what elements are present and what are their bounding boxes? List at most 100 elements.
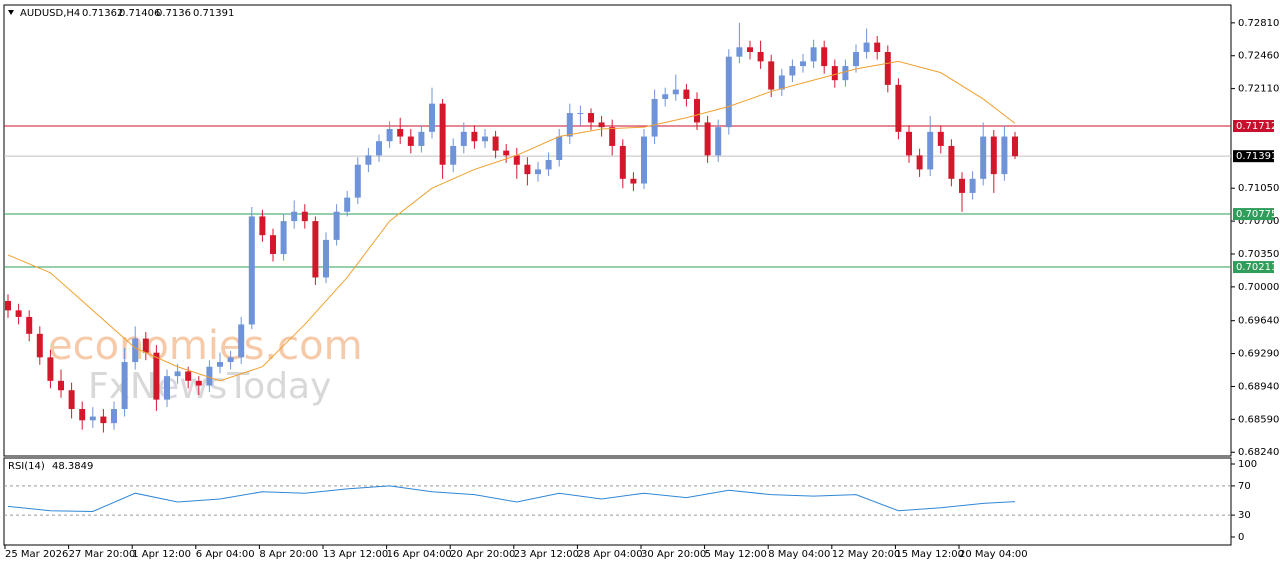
candle-body [831,66,838,81]
candle-body [195,380,202,386]
x-tick-label: 25 Mar 2026 [5,549,68,560]
x-tick-label: 8 May 04:00 [768,549,830,560]
candle-body [768,61,775,90]
candle-body [174,371,181,377]
candle-body [884,51,891,85]
candle-body [672,89,679,95]
candle-body [778,75,785,90]
menu-arrow[interactable] [8,10,14,15]
level-label: 0.71712 [1236,121,1277,132]
candle-body [471,131,478,142]
candle-body [301,211,308,222]
candle-body [641,136,647,184]
candle-body [609,127,616,146]
x-tick-label: 23 Apr 12:00 [514,549,579,560]
candle-body [5,300,11,311]
candle-body [429,103,435,132]
candle-body [937,131,944,146]
x-tick-label: 8 Apr 20:00 [259,549,318,560]
moving-average [7,60,1016,382]
candle-body [365,155,372,165]
candle-body [683,89,690,99]
y-tick-label: 0.68940 [1238,381,1279,392]
candle-body [853,51,859,67]
candle-body [503,150,510,156]
candle-body [874,42,881,52]
candle-body [800,61,806,67]
symbol: AUDUSD,H4 [20,8,80,19]
rsi-tick-label: 0 [1238,532,1244,543]
candle-body [142,338,149,353]
x-tick-label: 12 May 20:00 [832,549,901,560]
main-frame [3,4,1232,457]
y-tick-label: 0.69640 [1238,316,1279,327]
candle-body [757,51,764,62]
candle-body [26,316,33,334]
candle-body [397,129,404,137]
x-tick-label: 20 Apr 20:00 [450,549,515,560]
candle-body [863,42,870,52]
candle-body [354,164,361,198]
header-open: 0.71362 [82,8,123,19]
candle-body [492,136,499,151]
candle-body [577,113,584,115]
x-tick-label: 20 May 04:00 [959,549,1028,560]
candle-body [386,129,393,142]
candle-body [630,178,637,184]
candle-body [598,122,605,128]
candle-body [948,145,955,179]
candle-body [227,357,234,363]
candle-body [185,371,192,381]
candle-body [715,127,722,156]
candle-body [906,131,912,156]
level-label: 0.70211 [1236,262,1277,273]
candle-body [789,66,796,76]
candle-body [153,352,160,400]
y-tick-label: 0.68590 [1238,414,1279,425]
y-tick-label: 0.70700 [1238,216,1279,227]
y-tick-label: 0.72460 [1238,51,1279,62]
candle-body [694,98,700,123]
x-tick-label: 16 Apr 04:00 [387,549,452,560]
rsi-tick-label: 70 [1238,481,1251,492]
x-tick-label: 30 Apr 20:00 [641,549,706,560]
x-tick-label: 13 Apr 12:00 [323,549,388,560]
candle-body [217,362,223,367]
y-tick-label: 0.72110 [1238,84,1279,95]
candle-body [1001,136,1008,175]
candle-body [747,47,753,52]
candle-body [556,136,563,161]
candle-body [439,103,446,165]
candle-body [959,178,965,193]
candle-body [1012,136,1018,157]
candle-body [100,416,107,424]
rsi-tick-label: 30 [1238,510,1251,521]
candle-body [842,66,849,81]
candle-body [407,136,414,146]
x-tick-label: 27 Mar 20:00 [69,549,136,560]
candle-body [821,47,828,67]
candle-body [259,216,266,236]
candle-body [291,211,298,222]
candle-body [513,155,520,165]
candle-body [810,47,817,62]
candle-body [990,136,997,175]
candle-body [736,47,743,57]
x-tick-label: 15 May 12:00 [895,549,964,560]
rsi-line [7,485,1016,512]
candle-body [206,366,213,386]
candle-body [725,56,732,128]
candle-body [566,113,573,137]
candle-body [651,98,658,137]
level-tag [1233,261,1274,274]
candle-body [376,141,382,156]
candle-body [460,131,467,146]
level-label: 0.70775 [1236,209,1277,220]
x-tick-label: 5 May 12:00 [705,549,767,560]
candle-body [662,94,669,99]
x-tick-label: 28 Apr 04:00 [577,549,642,560]
candle-body [111,409,117,424]
candle-body [535,169,541,175]
candle-body [969,178,976,193]
